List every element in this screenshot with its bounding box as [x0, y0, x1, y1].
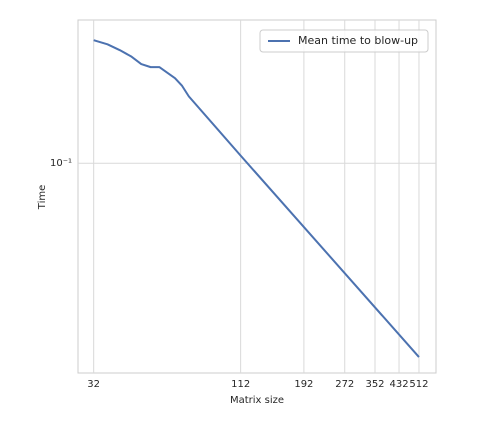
x-tick-label: 192	[294, 379, 313, 390]
x-tick-label: 32	[87, 379, 100, 390]
y-tick-label: 10⁻¹	[50, 158, 72, 169]
x-tick-label: 512	[409, 379, 428, 390]
legend: Mean time to blow-up	[259, 29, 429, 53]
grid	[78, 20, 436, 373]
x-tick-label: 272	[335, 379, 354, 390]
x-tick-label: 432	[389, 379, 408, 390]
legend-label: Mean time to blow-up	[298, 34, 418, 47]
x-tick-label: 352	[365, 379, 384, 390]
x-axis-label: Matrix size	[230, 395, 284, 406]
x-tick-label: 112	[231, 379, 250, 390]
plot-frame	[77, 19, 437, 374]
series-line	[93, 39, 420, 358]
legend-box	[259, 29, 429, 53]
y-axis-label: Time	[37, 185, 48, 210]
